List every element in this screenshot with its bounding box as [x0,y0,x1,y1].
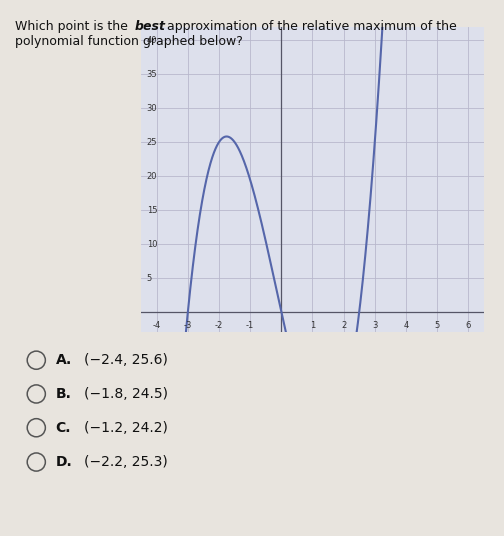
Text: 5: 5 [434,321,439,330]
Text: (−2.2, 25.3): (−2.2, 25.3) [84,455,168,469]
Text: 2: 2 [341,321,346,330]
Text: best: best [135,20,166,33]
Text: -2: -2 [215,321,223,330]
Text: 1: 1 [310,321,315,330]
Text: 3: 3 [372,321,377,330]
Text: D.: D. [55,455,72,469]
Text: 6: 6 [466,321,471,330]
Text: (−1.2, 24.2): (−1.2, 24.2) [84,421,168,435]
Text: 10: 10 [147,240,157,249]
Text: (−2.4, 25.6): (−2.4, 25.6) [84,353,168,367]
Text: 20: 20 [147,172,157,181]
Text: 40: 40 [147,36,157,45]
Text: approximation of the relative maximum of the: approximation of the relative maximum of… [163,20,457,33]
Text: 35: 35 [147,70,157,79]
Text: Which point is the: Which point is the [15,20,132,33]
Text: C.: C. [55,421,71,435]
Text: B.: B. [55,387,71,401]
Text: 30: 30 [147,104,157,113]
Text: 5: 5 [147,273,152,282]
Text: -3: -3 [183,321,192,330]
Text: 4: 4 [403,321,409,330]
Text: (−1.8, 24.5): (−1.8, 24.5) [84,387,168,401]
Text: -4: -4 [153,321,161,330]
Text: polynomial function graphed below?: polynomial function graphed below? [15,35,243,48]
Text: A.: A. [55,353,72,367]
Text: 25: 25 [147,138,157,147]
Text: 15: 15 [147,206,157,214]
Text: -1: -1 [246,321,255,330]
